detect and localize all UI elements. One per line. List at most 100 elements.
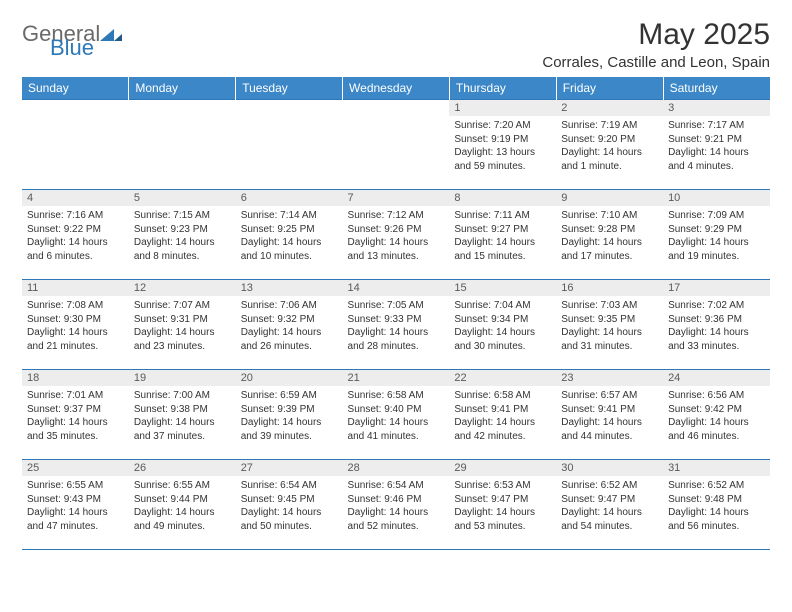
calendar-cell: 7Sunrise: 7:12 AMSunset: 9:26 PMDaylight…	[343, 190, 450, 280]
day-number: 15	[449, 280, 556, 296]
calendar-cell-empty	[22, 100, 129, 190]
calendar-cell-empty	[236, 100, 343, 190]
day-number: 25	[22, 460, 129, 476]
day-details: Sunrise: 7:10 AMSunset: 9:28 PMDaylight:…	[556, 206, 663, 267]
calendar-cell: 2Sunrise: 7:19 AMSunset: 9:20 PMDaylight…	[556, 100, 663, 190]
calendar-week-row: 11Sunrise: 7:08 AMSunset: 9:30 PMDayligh…	[22, 280, 770, 370]
day-details: Sunrise: 7:16 AMSunset: 9:22 PMDaylight:…	[22, 206, 129, 267]
day-details: Sunrise: 7:11 AMSunset: 9:27 PMDaylight:…	[449, 206, 556, 267]
day-number: 12	[129, 280, 236, 296]
calendar-cell: 1Sunrise: 7:20 AMSunset: 9:19 PMDaylight…	[449, 100, 556, 190]
day-number: 24	[663, 370, 770, 386]
location-text: Corrales, Castille and Leon, Spain	[542, 54, 770, 71]
calendar-cell: 22Sunrise: 6:58 AMSunset: 9:41 PMDayligh…	[449, 370, 556, 460]
calendar-table: SundayMondayTuesdayWednesdayThursdayFrid…	[22, 77, 770, 550]
day-details: Sunrise: 7:07 AMSunset: 9:31 PMDaylight:…	[129, 296, 236, 357]
day-details: Sunrise: 7:17 AMSunset: 9:21 PMDaylight:…	[663, 116, 770, 177]
calendar-cell: 13Sunrise: 7:06 AMSunset: 9:32 PMDayligh…	[236, 280, 343, 370]
day-number: 31	[663, 460, 770, 476]
calendar-cell: 8Sunrise: 7:11 AMSunset: 9:27 PMDaylight…	[449, 190, 556, 280]
calendar-cell: 23Sunrise: 6:57 AMSunset: 9:41 PMDayligh…	[556, 370, 663, 460]
page-header: GeneralBlue May 2025 Corrales, Castille …	[22, 18, 770, 71]
calendar-cell: 27Sunrise: 6:54 AMSunset: 9:45 PMDayligh…	[236, 460, 343, 550]
calendar-week-row: 18Sunrise: 7:01 AMSunset: 9:37 PMDayligh…	[22, 370, 770, 460]
day-number: 2	[556, 100, 663, 116]
day-number: 3	[663, 100, 770, 116]
title-block: May 2025 Corrales, Castille and Leon, Sp…	[542, 18, 770, 71]
calendar-cell: 21Sunrise: 6:58 AMSunset: 9:40 PMDayligh…	[343, 370, 450, 460]
month-title: May 2025	[542, 18, 770, 52]
weekday-header-tuesday: Tuesday	[236, 77, 343, 100]
day-number: 19	[129, 370, 236, 386]
weekday-header-wednesday: Wednesday	[343, 77, 450, 100]
calendar-cell: 17Sunrise: 7:02 AMSunset: 9:36 PMDayligh…	[663, 280, 770, 370]
day-details: Sunrise: 6:52 AMSunset: 9:47 PMDaylight:…	[556, 476, 663, 537]
day-number: 28	[343, 460, 450, 476]
calendar-cell: 4Sunrise: 7:16 AMSunset: 9:22 PMDaylight…	[22, 190, 129, 280]
calendar-cell-empty	[343, 100, 450, 190]
day-details: Sunrise: 7:05 AMSunset: 9:33 PMDaylight:…	[343, 296, 450, 357]
calendar-page: GeneralBlue May 2025 Corrales, Castille …	[0, 0, 792, 560]
day-number: 22	[449, 370, 556, 386]
day-number: 16	[556, 280, 663, 296]
brand-text-blue: Blue	[50, 38, 94, 58]
day-details: Sunrise: 6:52 AMSunset: 9:48 PMDaylight:…	[663, 476, 770, 537]
day-number: 26	[129, 460, 236, 476]
day-number: 29	[449, 460, 556, 476]
day-number: 4	[22, 190, 129, 206]
day-number: 7	[343, 190, 450, 206]
day-number: 5	[129, 190, 236, 206]
day-details: Sunrise: 6:58 AMSunset: 9:41 PMDaylight:…	[449, 386, 556, 447]
weekday-header-sunday: Sunday	[22, 77, 129, 100]
calendar-header-row: SundayMondayTuesdayWednesdayThursdayFrid…	[22, 77, 770, 100]
calendar-cell: 6Sunrise: 7:14 AMSunset: 9:25 PMDaylight…	[236, 190, 343, 280]
calendar-cell-empty	[129, 100, 236, 190]
day-number: 17	[663, 280, 770, 296]
day-details: Sunrise: 7:01 AMSunset: 9:37 PMDaylight:…	[22, 386, 129, 447]
calendar-cell: 24Sunrise: 6:56 AMSunset: 9:42 PMDayligh…	[663, 370, 770, 460]
calendar-week-row: 25Sunrise: 6:55 AMSunset: 9:43 PMDayligh…	[22, 460, 770, 550]
day-details: Sunrise: 6:54 AMSunset: 9:45 PMDaylight:…	[236, 476, 343, 537]
day-details: Sunrise: 7:14 AMSunset: 9:25 PMDaylight:…	[236, 206, 343, 267]
day-number: 6	[236, 190, 343, 206]
day-details: Sunrise: 7:09 AMSunset: 9:29 PMDaylight:…	[663, 206, 770, 267]
calendar-cell: 11Sunrise: 7:08 AMSunset: 9:30 PMDayligh…	[22, 280, 129, 370]
day-number: 14	[343, 280, 450, 296]
day-details: Sunrise: 7:20 AMSunset: 9:19 PMDaylight:…	[449, 116, 556, 177]
calendar-cell: 28Sunrise: 6:54 AMSunset: 9:46 PMDayligh…	[343, 460, 450, 550]
day-details: Sunrise: 6:56 AMSunset: 9:42 PMDaylight:…	[663, 386, 770, 447]
calendar-cell: 14Sunrise: 7:05 AMSunset: 9:33 PMDayligh…	[343, 280, 450, 370]
weekday-header-saturday: Saturday	[663, 77, 770, 100]
day-details: Sunrise: 7:15 AMSunset: 9:23 PMDaylight:…	[129, 206, 236, 267]
weekday-header-monday: Monday	[129, 77, 236, 100]
calendar-cell: 30Sunrise: 6:52 AMSunset: 9:47 PMDayligh…	[556, 460, 663, 550]
day-number: 30	[556, 460, 663, 476]
calendar-cell: 29Sunrise: 6:53 AMSunset: 9:47 PMDayligh…	[449, 460, 556, 550]
calendar-cell: 25Sunrise: 6:55 AMSunset: 9:43 PMDayligh…	[22, 460, 129, 550]
calendar-cell: 20Sunrise: 6:59 AMSunset: 9:39 PMDayligh…	[236, 370, 343, 460]
day-number: 21	[343, 370, 450, 386]
day-details: Sunrise: 7:04 AMSunset: 9:34 PMDaylight:…	[449, 296, 556, 357]
day-details: Sunrise: 6:55 AMSunset: 9:43 PMDaylight:…	[22, 476, 129, 537]
calendar-cell: 3Sunrise: 7:17 AMSunset: 9:21 PMDaylight…	[663, 100, 770, 190]
calendar-cell: 16Sunrise: 7:03 AMSunset: 9:35 PMDayligh…	[556, 280, 663, 370]
calendar-cell: 26Sunrise: 6:55 AMSunset: 9:44 PMDayligh…	[129, 460, 236, 550]
day-number: 27	[236, 460, 343, 476]
day-details: Sunrise: 7:19 AMSunset: 9:20 PMDaylight:…	[556, 116, 663, 177]
day-number: 23	[556, 370, 663, 386]
day-details: Sunrise: 7:02 AMSunset: 9:36 PMDaylight:…	[663, 296, 770, 357]
calendar-cell: 15Sunrise: 7:04 AMSunset: 9:34 PMDayligh…	[449, 280, 556, 370]
day-details: Sunrise: 6:59 AMSunset: 9:39 PMDaylight:…	[236, 386, 343, 447]
day-details: Sunrise: 6:55 AMSunset: 9:44 PMDaylight:…	[129, 476, 236, 537]
calendar-cell: 12Sunrise: 7:07 AMSunset: 9:31 PMDayligh…	[129, 280, 236, 370]
calendar-cell: 19Sunrise: 7:00 AMSunset: 9:38 PMDayligh…	[129, 370, 236, 460]
brand-logo: GeneralBlue	[22, 18, 122, 59]
calendar-cell: 10Sunrise: 7:09 AMSunset: 9:29 PMDayligh…	[663, 190, 770, 280]
day-number: 8	[449, 190, 556, 206]
day-number: 13	[236, 280, 343, 296]
weekday-header-thursday: Thursday	[449, 77, 556, 100]
calendar-week-row: 1Sunrise: 7:20 AMSunset: 9:19 PMDaylight…	[22, 100, 770, 190]
day-details: Sunrise: 7:00 AMSunset: 9:38 PMDaylight:…	[129, 386, 236, 447]
calendar-cell: 31Sunrise: 6:52 AMSunset: 9:48 PMDayligh…	[663, 460, 770, 550]
day-number: 1	[449, 100, 556, 116]
